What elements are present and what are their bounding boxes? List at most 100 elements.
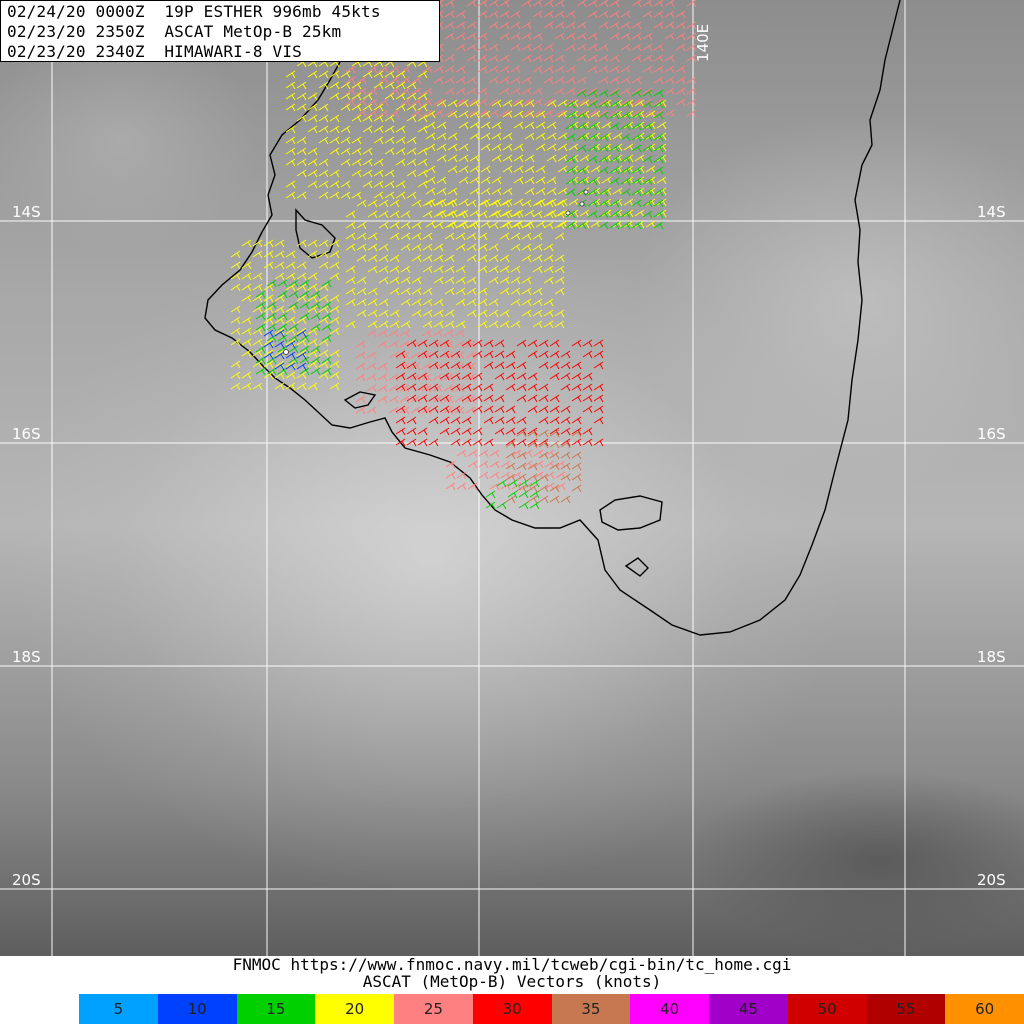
wind-barb <box>356 98 367 107</box>
wind-barb <box>285 92 296 101</box>
wind-barb <box>576 177 587 186</box>
wind-barb <box>411 276 422 285</box>
wind-barb <box>318 338 329 347</box>
wind-barb <box>345 221 356 230</box>
wind-barb <box>565 65 576 74</box>
wind-barb <box>642 210 653 219</box>
wind-barb <box>513 121 524 130</box>
wind-barb <box>318 103 329 112</box>
wind-barb <box>318 158 329 167</box>
wind-barb <box>389 221 400 230</box>
wind-barb <box>642 199 653 208</box>
wind-barb <box>675 65 686 74</box>
wind-barb <box>436 176 447 185</box>
legend-title: ASCAT (MetOp-B) Vectors (knots) <box>362 972 662 991</box>
wind-barb <box>507 479 518 488</box>
wind-barb <box>560 383 571 392</box>
wind-barb <box>266 367 277 376</box>
wind-barb <box>609 144 620 153</box>
lat-label-18s-left: 18S <box>12 648 41 666</box>
wind-barb <box>421 362 432 371</box>
wind-barb <box>378 109 389 118</box>
wind-barb <box>488 10 499 19</box>
wind-barb <box>340 70 351 79</box>
wind-barb <box>494 361 505 370</box>
wind-barb <box>455 243 466 252</box>
wind-barb <box>439 372 450 381</box>
wind-barb <box>389 265 400 274</box>
wind-barb <box>329 360 340 369</box>
wind-barb <box>422 265 433 274</box>
wind-barb <box>433 276 444 285</box>
wind-barb <box>565 43 576 52</box>
wind-barb <box>384 81 395 90</box>
wind-barb <box>263 261 274 270</box>
wind-barb <box>406 158 417 167</box>
wind-barb <box>395 383 406 392</box>
wind-barb <box>477 265 488 274</box>
wind-barb <box>675 87 686 96</box>
wind-barb <box>489 460 500 469</box>
wind-barb <box>318 283 329 292</box>
wind-barb <box>445 471 456 480</box>
wind-barb <box>620 21 631 30</box>
wind-barb <box>576 43 587 52</box>
wind-barb <box>466 254 477 263</box>
legend-swatch-label: 60 <box>975 1000 995 1018</box>
wind-barb <box>623 198 634 207</box>
wind-barb <box>494 405 505 414</box>
wind-barb <box>524 165 535 174</box>
wind-barb <box>362 147 373 156</box>
wind-barb <box>510 10 521 19</box>
wind-barb <box>620 166 631 175</box>
wind-barb <box>395 427 406 436</box>
wind-barb <box>345 65 356 74</box>
wind-barb <box>373 136 384 145</box>
wind-barb <box>510 298 521 307</box>
wind-barb <box>395 416 406 425</box>
wind-barb <box>377 362 388 371</box>
wind-barb <box>521 221 532 230</box>
wind-barb <box>455 265 466 274</box>
wind-barb <box>340 125 351 134</box>
wind-barb <box>538 405 549 414</box>
wind-barb <box>653 100 664 109</box>
wind-barb <box>642 122 653 131</box>
wind-barb <box>510 265 521 274</box>
legend-swatch-label: 40 <box>660 1000 680 1018</box>
wind-barb <box>329 169 340 178</box>
wind-barb <box>367 98 378 107</box>
wind-barb <box>477 298 488 307</box>
wind-barb <box>321 323 332 332</box>
wind-barb <box>510 21 521 30</box>
wind-barb <box>384 169 395 178</box>
wind-barb <box>587 54 598 63</box>
wind-barb <box>466 0 477 8</box>
wind-barb <box>388 384 399 393</box>
wind-barb <box>428 405 439 414</box>
wind-barb <box>546 132 557 141</box>
lat-label-20s-left: 20S <box>12 871 41 889</box>
wind-barb <box>433 65 444 74</box>
wind-barb <box>351 136 362 145</box>
wind-barb <box>285 136 296 145</box>
wind-barb <box>472 394 483 403</box>
wind-barb <box>598 10 609 19</box>
wind-barb <box>538 339 549 348</box>
wind-barb <box>494 350 505 359</box>
wind-barb <box>345 287 356 296</box>
wind-barb <box>274 316 285 325</box>
wind-barb <box>477 287 488 296</box>
wind-barb <box>571 372 582 381</box>
wind-barb <box>609 65 620 74</box>
wind-barb <box>587 100 598 109</box>
wind-barb <box>241 261 252 270</box>
wind-barb <box>554 221 565 230</box>
wind-barb <box>296 136 307 145</box>
wind-barb <box>529 479 540 488</box>
wind-barb <box>318 316 329 325</box>
wind-barb <box>417 438 428 447</box>
wind-barb <box>631 166 642 175</box>
wind-barb <box>521 287 532 296</box>
wind-barb <box>571 451 582 460</box>
